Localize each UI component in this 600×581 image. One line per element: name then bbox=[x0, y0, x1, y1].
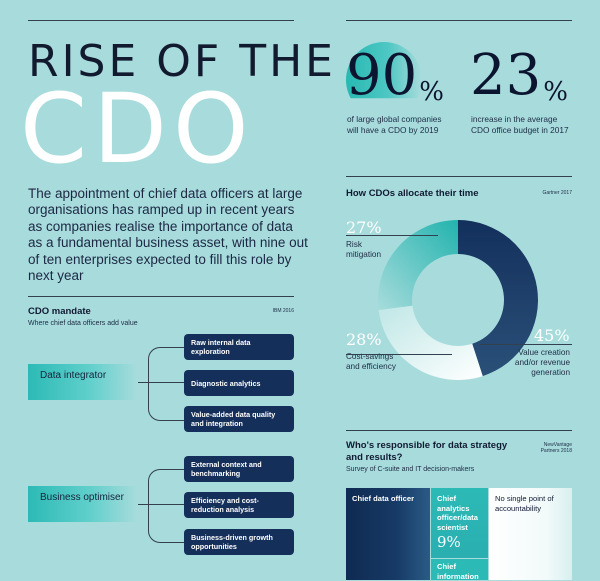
page-title-line2: CDO bbox=[20, 73, 255, 185]
cost-leader-line bbox=[346, 354, 452, 355]
mandate-item-external-context: External context and benchmarking bbox=[184, 456, 294, 482]
stat-number-2: 23% bbox=[470, 43, 568, 108]
risk-leader-line bbox=[346, 235, 438, 236]
segment-label-value-creation: Value creation and/or revenue generation bbox=[514, 348, 570, 377]
connector-mid-2 bbox=[138, 504, 184, 505]
donut-segment-cost bbox=[378, 305, 483, 380]
mandate-item-raw-exploration: Raw internal data exploration bbox=[184, 334, 294, 360]
stat-1-unit: % bbox=[419, 77, 444, 107]
segment-label-risk: Risk mitigation bbox=[346, 240, 382, 259]
connector-group-2 bbox=[148, 469, 185, 543]
responsibility-title: Who's responsible for data strategy and … bbox=[346, 440, 508, 463]
mandate-title: CDO mandate bbox=[28, 306, 91, 317]
donut-segment-risk bbox=[378, 220, 458, 311]
stat-number-1: 90% bbox=[346, 43, 444, 108]
donut-divider bbox=[346, 176, 572, 177]
category-data-integrator: Data integrator bbox=[28, 364, 138, 400]
value-leader-line bbox=[480, 344, 572, 345]
category-business-optimiser: Business optimiser bbox=[28, 486, 138, 522]
mandate-item-efficiency: Efficiency and cost-reduction analysis bbox=[184, 492, 294, 518]
page-title-line1: RISE OF THE bbox=[28, 36, 336, 87]
mandate-item-growth: Business-driven growth opportunities bbox=[184, 529, 294, 555]
responsibility-subtitle: Survey of C-suite and IT decision-makers bbox=[346, 466, 475, 473]
responsibility-source: NewVantage Partners 2018 bbox=[540, 442, 572, 454]
donut-chart bbox=[378, 220, 538, 380]
segment-value-risk: 27% bbox=[346, 218, 382, 237]
segment-label-cost: Cost-savings and efficiency bbox=[346, 352, 396, 371]
chief-analytics-value: 9% bbox=[437, 533, 461, 551]
segment-value-cost: 28% bbox=[346, 330, 382, 349]
stat-desc-2: increase in the average CDO office budge… bbox=[471, 114, 569, 135]
donut-segment-value-creation bbox=[458, 220, 538, 377]
segment-value-value-creation: 45% bbox=[534, 326, 570, 345]
mandate-item-value-added: Value-added data quality and integration bbox=[184, 406, 294, 432]
chief-analytics-label: Chief analytics officer/data scientist bbox=[437, 494, 478, 532]
mandate-source: IBM 2016 bbox=[272, 308, 294, 314]
table-cell-chief-information: Chief information bbox=[431, 559, 488, 581]
connector-mid-1 bbox=[138, 382, 184, 383]
table-cell-chief-analytics: Chief analytics officer/data scientist 9… bbox=[431, 488, 488, 558]
intro-paragraph: The appointment of chief data officers a… bbox=[28, 186, 308, 284]
stat-highlight-circle bbox=[346, 42, 422, 99]
responsibility-divider bbox=[346, 430, 572, 431]
stat-1-value: 90 bbox=[346, 43, 418, 108]
stat-2-unit: % bbox=[543, 77, 568, 107]
mandate-divider bbox=[28, 296, 294, 297]
top-divider-left bbox=[28, 20, 294, 21]
top-divider-right bbox=[346, 20, 572, 21]
stat-2-value: 23 bbox=[470, 43, 542, 108]
connector-group-1 bbox=[148, 347, 185, 421]
stat-desc-1: of large global companies will have a CD… bbox=[347, 114, 442, 135]
table-cell-chief-data-officer: Chief data officer bbox=[346, 488, 430, 580]
donut-source: Gartner 2017 bbox=[542, 190, 572, 196]
mandate-subtitle: Where chief data officers add value bbox=[28, 320, 138, 327]
donut-title: How CDOs allocate their time bbox=[346, 188, 479, 199]
table-cell-no-accountability: No single point of accountability bbox=[489, 488, 572, 580]
mandate-item-diagnostic: Diagnostic analytics bbox=[184, 370, 294, 396]
